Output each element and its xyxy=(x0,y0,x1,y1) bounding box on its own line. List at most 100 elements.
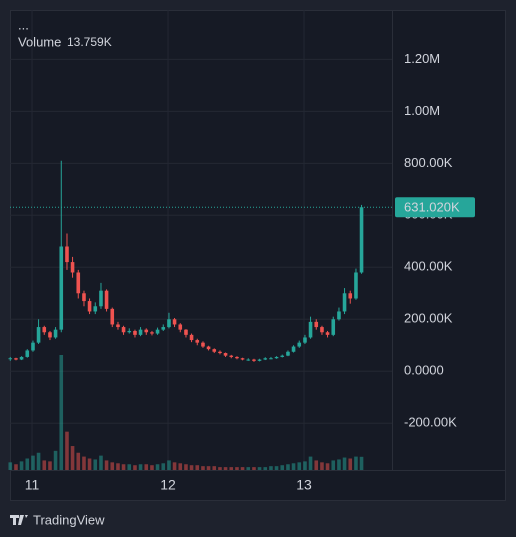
candle-body xyxy=(167,319,171,328)
volume-bar xyxy=(325,463,330,470)
candle-body xyxy=(31,342,35,351)
volume-bar xyxy=(144,464,149,470)
volume-bar xyxy=(53,450,58,470)
volume-bar xyxy=(127,464,132,470)
candle-body xyxy=(189,334,194,341)
volume-bar xyxy=(93,459,98,470)
volume-bar xyxy=(257,467,262,470)
candle-body xyxy=(87,301,92,312)
candle-body xyxy=(235,356,239,359)
candle-body xyxy=(246,359,251,361)
volume-bar xyxy=(359,456,364,470)
candle-body xyxy=(8,358,13,360)
candle-body xyxy=(314,321,319,328)
candle-body xyxy=(150,332,154,334)
candle-body xyxy=(161,327,166,330)
last-price-label: 631.020K xyxy=(404,200,460,215)
x-tick-label: 11 xyxy=(25,477,40,493)
volume-bar xyxy=(167,460,171,470)
volume-bar xyxy=(320,462,324,470)
volume-bar xyxy=(280,465,285,470)
volume-bar xyxy=(240,467,245,470)
volume-bar xyxy=(263,467,268,470)
volume-bar xyxy=(291,463,296,470)
y-tick-label: 400.00K xyxy=(404,259,453,274)
volume-bar xyxy=(331,460,336,470)
volume-bar xyxy=(337,459,341,470)
volume-bar xyxy=(82,456,86,470)
volume-bar xyxy=(303,461,307,470)
volume-bar xyxy=(218,467,222,470)
candle-body xyxy=(348,293,353,299)
candle-body xyxy=(144,329,149,333)
volume-bar xyxy=(184,464,188,470)
y-tick-label: 200.00K xyxy=(404,311,453,326)
last-price-badge xyxy=(395,197,475,218)
volume-bar xyxy=(252,467,256,470)
volume-bar xyxy=(42,460,47,470)
candle-body xyxy=(252,359,256,361)
candle-body xyxy=(184,329,188,335)
candle-body xyxy=(325,332,330,335)
volume-bar xyxy=(8,462,13,470)
volume-bar xyxy=(155,464,160,470)
y-tick-label: 800.00K xyxy=(404,155,453,170)
candle-body xyxy=(133,330,137,335)
candle-body xyxy=(257,359,262,361)
candle-body xyxy=(354,272,358,299)
candle-body xyxy=(48,332,52,338)
volume-bar xyxy=(116,463,120,470)
candle-body xyxy=(263,358,268,360)
candle-body xyxy=(359,207,364,273)
candle-body xyxy=(201,342,205,347)
volume-bar xyxy=(178,463,183,470)
volume-bar xyxy=(161,463,166,470)
candle-body xyxy=(320,327,324,333)
candle-body xyxy=(195,340,200,343)
candle-body xyxy=(70,262,75,273)
volume-bar xyxy=(308,456,313,470)
volume-bar xyxy=(286,464,290,470)
candle-body xyxy=(155,329,160,334)
candle-body xyxy=(121,327,126,333)
candle-body xyxy=(212,349,217,352)
volume-bar xyxy=(76,452,81,470)
candle-body xyxy=(291,346,296,352)
volume-bar xyxy=(223,467,228,470)
candle-body xyxy=(297,342,302,347)
candle-body xyxy=(42,327,47,333)
volume-bar xyxy=(36,452,41,470)
chart-panel xyxy=(10,10,506,501)
volume-bar xyxy=(297,462,302,470)
volume-bar xyxy=(348,458,353,470)
volume-bar xyxy=(172,462,177,470)
volume-bar xyxy=(314,460,319,470)
volume-bar xyxy=(189,465,194,470)
x-tick-label: 13 xyxy=(296,477,312,493)
candle-body xyxy=(178,324,183,330)
candle-body xyxy=(229,355,234,357)
volume-bar xyxy=(70,446,75,470)
logo xyxy=(10,515,28,525)
volume-bar xyxy=(104,460,109,470)
candle-body xyxy=(303,337,307,343)
volume-bar xyxy=(150,465,154,470)
volume-bar xyxy=(342,457,347,470)
volume-bar xyxy=(31,455,35,470)
volume-bar xyxy=(212,466,217,470)
volume-bar xyxy=(138,464,143,470)
volume-bar xyxy=(195,465,200,470)
candle-body xyxy=(53,329,58,338)
candle-body xyxy=(337,311,341,320)
volume-bar xyxy=(235,467,239,470)
candle-body xyxy=(110,308,115,325)
candle-body xyxy=(36,327,41,343)
candle-body xyxy=(240,358,245,360)
candle-body xyxy=(116,324,120,328)
volume-bar xyxy=(133,465,137,470)
volume-bar xyxy=(19,461,24,470)
legend-menu[interactable]: ... xyxy=(18,17,29,32)
volume-bar xyxy=(229,467,234,470)
